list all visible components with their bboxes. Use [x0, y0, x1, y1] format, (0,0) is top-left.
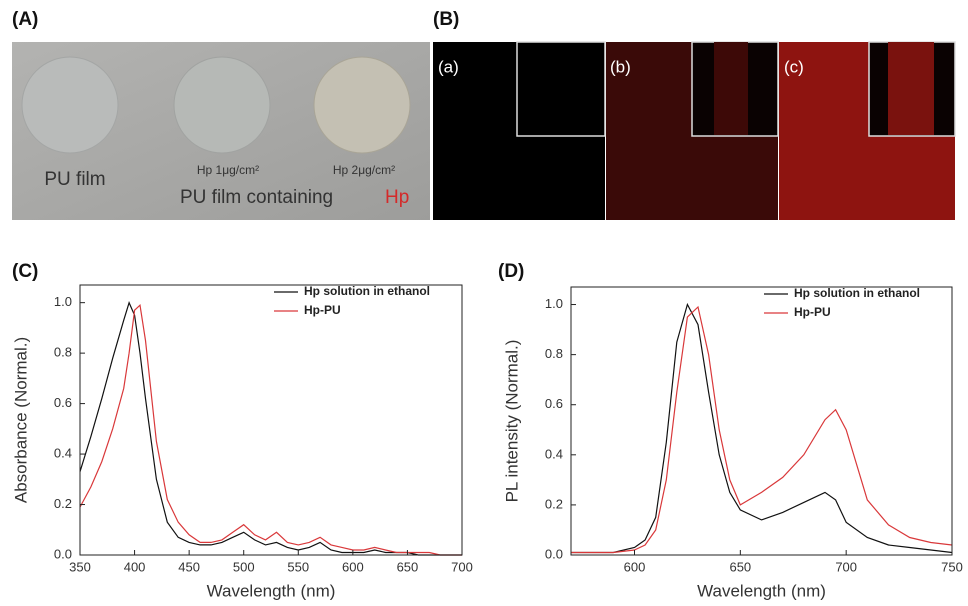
film — [21, 56, 119, 154]
inset-band — [714, 42, 748, 135]
y-tick-label: 0.8 — [54, 345, 72, 360]
series-line — [571, 305, 953, 554]
image-label: (b) — [610, 57, 631, 76]
panel-label: (B) — [433, 9, 459, 30]
legend-label: Hp solution in ethanol — [304, 284, 430, 298]
y-tick-label: 1.0 — [545, 296, 563, 311]
film — [173, 56, 271, 154]
image-label: (a) — [438, 57, 459, 76]
x-tick-label: 650 — [729, 559, 751, 574]
y-tick-label: 0.6 — [54, 395, 72, 410]
caption: PU film containing — [180, 187, 333, 208]
x-tick-label: 450 — [178, 559, 200, 574]
x-tick-label: 700 — [451, 559, 473, 574]
y-tick-label: 0.4 — [545, 446, 563, 461]
image — [433, 42, 605, 220]
plot-frame — [79, 284, 463, 556]
film-label: Hp 2μg/cm² — [333, 163, 395, 177]
plot-frame — [570, 286, 953, 556]
x-tick-label: 500 — [233, 559, 255, 574]
series-line — [79, 303, 462, 556]
inset — [516, 41, 606, 137]
x-tick-label: 600 — [342, 559, 364, 574]
inset-band — [888, 42, 934, 135]
y-tick-label: 1.0 — [54, 294, 72, 309]
x-tick-label: 550 — [287, 559, 309, 574]
caption-highlight: Hp — [385, 187, 409, 208]
legend-label: Hp-PU — [304, 303, 341, 317]
series-line — [571, 302, 953, 554]
x-tick-label: 400 — [124, 559, 146, 574]
x-tick-label: 700 — [835, 559, 857, 574]
x-axis-label: Wavelength (nm) — [697, 581, 826, 600]
x-tick-label: 600 — [624, 559, 646, 574]
y-axis-label: Absorbance (Normal.) — [11, 337, 30, 503]
legend-label: Hp solution in ethanol — [794, 286, 920, 300]
y-tick-label: 0.0 — [545, 546, 563, 561]
series-line — [79, 300, 462, 556]
image-label: (c) — [784, 57, 804, 76]
panel-label: (D) — [498, 261, 524, 282]
y-axis-label: PL intensity (Normal.) — [502, 340, 521, 503]
panel-label: (A) — [12, 9, 38, 30]
x-tick-label: 650 — [397, 559, 419, 574]
y-tick-label: 0.8 — [545, 346, 563, 361]
y-tick-label: 0.0 — [54, 546, 72, 561]
legend-label: Hp-PU — [794, 305, 831, 319]
film — [313, 56, 411, 154]
y-tick-label: 0.4 — [54, 446, 72, 461]
y-tick-label: 0.2 — [545, 496, 563, 511]
film-label: Hp 1μg/cm² — [197, 163, 259, 177]
panel-label: (C) — [12, 261, 38, 282]
x-tick-label: 350 — [69, 559, 91, 574]
x-tick-label: 750 — [941, 559, 963, 574]
y-tick-label: 0.2 — [54, 496, 72, 511]
film-label: PU film — [44, 169, 105, 190]
x-axis-label: Wavelength (nm) — [207, 581, 336, 600]
y-tick-label: 0.6 — [545, 396, 563, 411]
